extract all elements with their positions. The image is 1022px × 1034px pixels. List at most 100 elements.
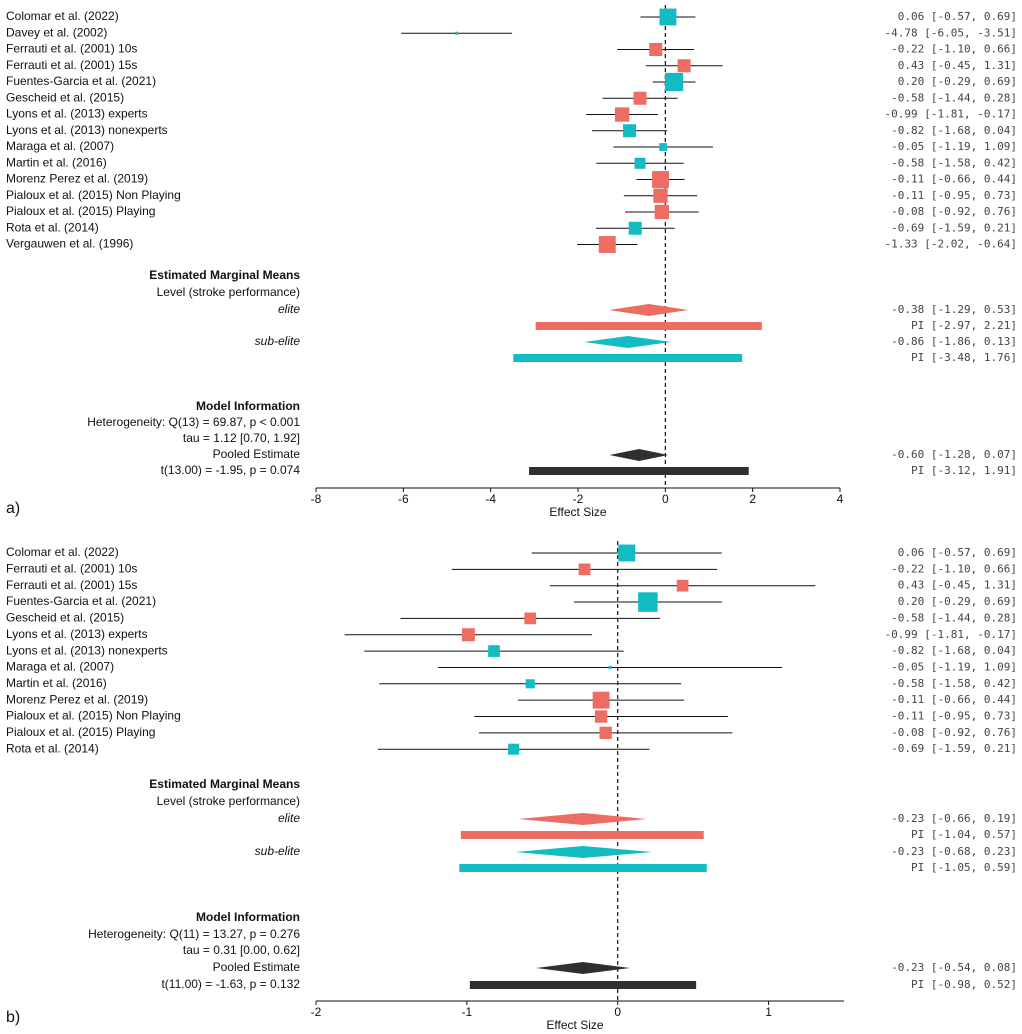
x-tick-label: 0 — [614, 1005, 621, 1019]
ci-value-text: -0.11 [-0.95, 0.73] — [891, 189, 1017, 202]
ci-value-text: -0.11 [-0.95, 0.73] — [891, 710, 1017, 723]
study-row: Maraga et al. (2007) -0.05 [-1.19, 1.09] — [6, 660, 1017, 674]
emm-ci-diamond — [584, 336, 672, 348]
emm-ci-text: -0.86 [-1.86, 0.13] — [891, 335, 1017, 348]
study-label: Morenz Perez et al. (2019) — [6, 692, 148, 706]
point-estimate-square — [659, 8, 677, 26]
point-estimate-square — [677, 59, 691, 73]
ci-value-text: 0.43 [-0.45, 1.31] — [898, 59, 1017, 72]
point-estimate-square — [508, 743, 520, 755]
model-info-title: Model Information — [196, 910, 300, 924]
study-label: Pialoux et al. (2015) Non Playing — [6, 709, 181, 723]
study-row: Pialoux et al. (2015) Non Playing -0.11 [… — [6, 709, 1017, 723]
heterogeneity-text: Heterogeneity: Q(11) = 13.27, p = 0.276 — [88, 927, 300, 941]
panel-label: a) — [6, 500, 20, 517]
pooled-estimate-diamond — [536, 962, 630, 974]
emm-subtitle: Level (stroke performance) — [157, 285, 300, 299]
study-label: Maraga et al. (2007) — [6, 660, 114, 674]
x-tick-label: 4 — [837, 492, 844, 506]
ci-value-text: -0.58 [-1.58, 0.42] — [891, 156, 1017, 169]
study-label: Pialoux et al. (2015) Non Playing — [6, 188, 181, 202]
pooled-estimate-diamond — [609, 449, 669, 461]
study-row: Pialoux et al. (2015) Non Playing -0.11 [… — [6, 188, 1017, 203]
ci-value-text: -0.99 [-1.81, -0.17] — [885, 628, 1017, 641]
study-row: Lyons et al. (2013) nonexperts -0.82 [-1.… — [6, 643, 1017, 657]
point-estimate-square — [638, 592, 658, 612]
ci-value-text: -0.11 [-0.66, 0.44] — [891, 693, 1017, 706]
emm-group-elite: elite -0.38 [-1.29, 0.53] PI [-2.97, 2.21] — [278, 302, 1017, 332]
study-row: Lyons et al. (2013) experts -0.99 [-1.81,… — [6, 627, 1017, 642]
ci-value-text: -0.69 [-1.59, 0.21] — [891, 742, 1017, 755]
point-estimate-square — [594, 710, 608, 723]
ci-value-text: -0.99 [-1.81, -0.17] — [885, 108, 1017, 121]
point-estimate-square — [652, 171, 669, 188]
study-row: Martin et al. (2016) -0.58 [-1.58, 0.42] — [6, 155, 1017, 169]
point-estimate-square — [592, 691, 610, 709]
point-estimate-square — [608, 665, 612, 670]
study-label: Rota et al. (2014) — [6, 741, 99, 755]
study-label: Rota et al. (2014) — [6, 220, 99, 234]
point-estimate-square — [628, 221, 642, 235]
point-estimate-square — [578, 563, 591, 576]
study-label: Maraga et al. (2007) — [6, 139, 114, 153]
panel-label: b) — [6, 1009, 20, 1026]
emm-group-label: elite — [278, 811, 300, 825]
point-estimate-square — [524, 612, 537, 625]
pooled-estimate-label: Pooled Estimate — [213, 447, 301, 461]
ci-value-text: -1.33 [-2.02, -0.64] — [885, 238, 1017, 251]
study-row: Fuentes-Garcia et al. (2021) 0.20 [-0.29… — [6, 592, 1017, 612]
study-label: Ferrauti et al. (2001) 15s — [6, 578, 137, 592]
study-label: Lyons et al. (2013) experts — [6, 107, 148, 121]
emm-ci-diamond — [609, 304, 689, 316]
emm-group-sub-elite: sub-elite -0.23 [-0.68, 0.23] PI [-1.05, 0… — [255, 844, 1017, 874]
pooled-pi-text: PI [-3.12, 1.91] — [911, 464, 1017, 477]
study-row: Pialoux et al. (2015) Playing -0.08 [-0.9… — [6, 725, 1017, 740]
prediction-interval-bar — [513, 354, 743, 362]
study-label: Gescheid et al. (2015) — [6, 90, 124, 104]
study-label: Davey et al. (2002) — [6, 25, 107, 39]
point-estimate-square — [654, 204, 669, 220]
point-estimate-square — [664, 72, 684, 92]
study-label: Gescheid et al. (2015) — [6, 611, 124, 625]
study-row: Colomar et al. (2022) 0.06 [-0.57, 0.69] — [6, 8, 1017, 26]
emm-ci-diamond — [518, 813, 647, 825]
study-label: Colomar et al. (2022) — [6, 9, 119, 23]
study-row: Gescheid et al. (2015) -0.58 [-1.44, 0.28… — [6, 90, 1017, 105]
ci-value-text: -0.58 [-1.44, 0.28] — [891, 611, 1017, 624]
study-label: Martin et al. (2016) — [6, 676, 107, 690]
t-test-text: t(11.00) = -1.63, p = 0.132 — [161, 977, 300, 991]
emm-title: Estimated Marginal Means — [149, 777, 300, 791]
prediction-interval-bar — [535, 322, 762, 330]
study-row: Lyons et al. (2013) experts -0.99 [-1.81,… — [6, 107, 1017, 122]
prediction-interval-bar — [460, 831, 704, 839]
study-row: Davey et al. (2002) -4.78 [-6.05, -3.51] — [6, 25, 1017, 39]
study-label: Fuentes-Garcia et al. (2021) — [6, 594, 156, 608]
x-tick-label: -4 — [485, 492, 496, 506]
emm-title: Estimated Marginal Means — [149, 268, 300, 282]
point-estimate-square — [634, 157, 646, 169]
point-estimate-square — [649, 43, 663, 56]
ci-value-text: -0.58 [-1.44, 0.28] — [891, 91, 1017, 104]
ci-value-text: 0.06 [-0.57, 0.69] — [898, 10, 1017, 23]
emm-group-label: sub-elite — [255, 844, 301, 858]
point-estimate-square — [598, 236, 616, 253]
emm-ci-diamond — [515, 846, 653, 858]
emm-group-elite: elite -0.23 [-0.66, 0.19] PI [-1.04, 0.57] — [278, 811, 1017, 841]
ci-value-text: 0.20 [-0.29, 0.69] — [898, 595, 1017, 608]
point-estimate-square — [633, 91, 647, 105]
x-tick-label: 0 — [662, 492, 669, 506]
ci-value-text: -0.08 [-0.92, 0.76] — [891, 205, 1017, 218]
tau-text: tau = 1.12 [0.70, 1.92] — [183, 431, 300, 445]
t-test-text: t(13.00) = -1.95, p = 0.074 — [161, 463, 301, 477]
study-label: Lyons et al. (2013) nonexperts — [6, 123, 168, 137]
study-label: Martin et al. (2016) — [6, 155, 107, 169]
study-row: Pialoux et al. (2015) Playing -0.08 [-0.9… — [6, 204, 1017, 220]
ci-value-text: -0.08 [-0.92, 0.76] — [891, 726, 1017, 739]
study-label: Lyons et al. (2013) experts — [6, 627, 148, 641]
emm-group-sub-elite: sub-elite -0.86 [-1.86, 0.13] PI [-3.48, 1… — [255, 334, 1017, 364]
ci-value-text: -0.05 [-1.19, 1.09] — [891, 660, 1017, 673]
ci-value-text: -0.22 [-1.10, 0.66] — [891, 43, 1017, 56]
study-row: Ferrauti et al. (2001) 10s -0.22 [-1.10, … — [6, 562, 1017, 576]
ci-value-text: -0.58 [-1.58, 0.42] — [891, 677, 1017, 690]
